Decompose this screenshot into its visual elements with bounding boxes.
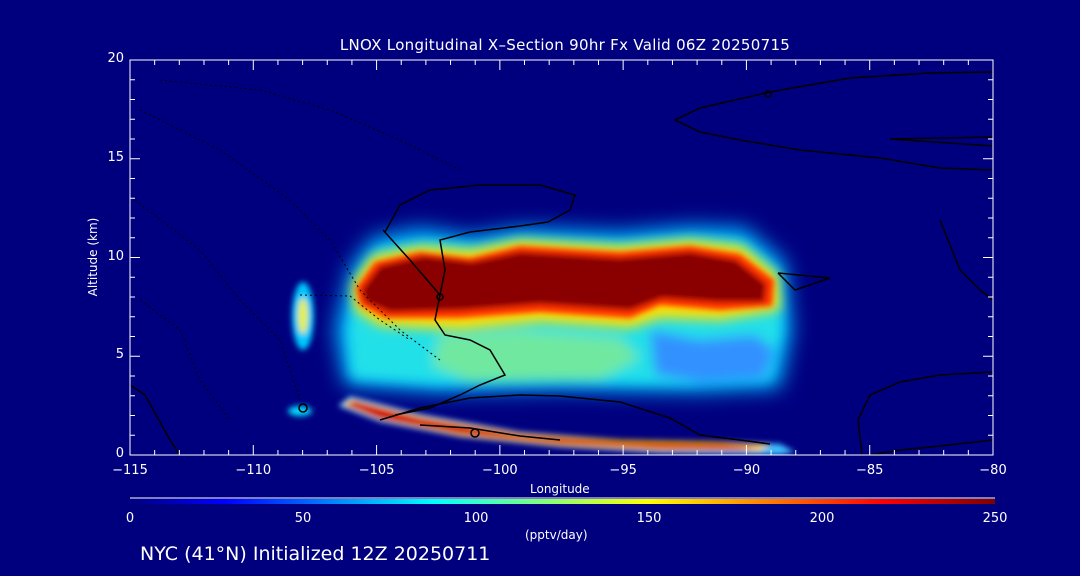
x-tick-label: −105	[358, 463, 395, 478]
colorbar-tick-label: 150	[636, 511, 662, 526]
x-tick-label: −95	[609, 463, 637, 478]
y-ticks	[130, 59, 993, 456]
x-ticks	[129, 60, 994, 455]
colorbar-tick-label: 200	[809, 511, 835, 526]
y-tick-label: 5	[115, 347, 124, 363]
colorbar-tick-label: 0	[125, 511, 135, 526]
x-tick-label: −90	[732, 463, 761, 478]
x-tick-label: −100	[481, 463, 518, 478]
x-tick-label: −85	[855, 463, 884, 478]
dotted-contours	[134, 79, 461, 421]
colorbar	[130, 499, 995, 504]
x-tick-label: −80	[979, 463, 1007, 478]
x-tick-label: −115	[112, 463, 148, 478]
y-tick-label: 0	[115, 446, 124, 461]
colorbar-tick-label: 250	[982, 511, 1008, 526]
colorbar-tick-label: 50	[294, 511, 312, 526]
colorbar-units: (pptv/day)	[525, 528, 588, 542]
contour-lines	[130, 71, 993, 455]
init-footer: NYC (41°N) Initialized 12Z 20250711	[140, 543, 491, 565]
y-tick-label: 15	[107, 149, 124, 165]
chart-title: LNOX Longitudinal X–Section 90hr Fx Vali…	[339, 36, 791, 54]
colorbar-tick-label: 100	[463, 511, 489, 526]
x-tick-label: −110	[235, 463, 272, 478]
y-tick-label: 10	[107, 248, 124, 264]
y-tick-label: 20	[107, 51, 124, 66]
x-axis-label: Longitude	[530, 482, 590, 496]
heatmap-field	[288, 226, 795, 455]
